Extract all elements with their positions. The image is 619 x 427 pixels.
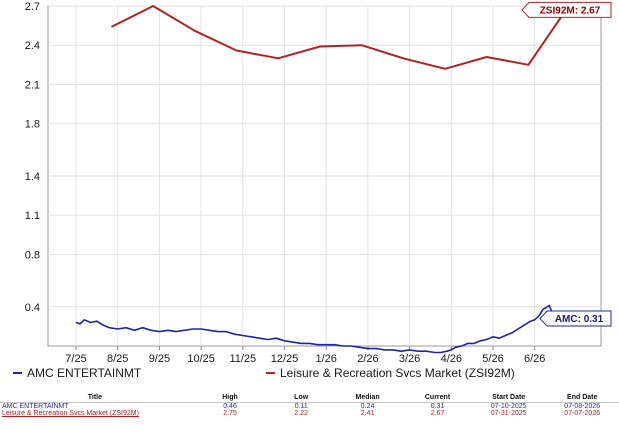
stats-header-low: Low — [270, 393, 332, 403]
series-line-zsi — [110, 5, 567, 70]
stats-cell-median: 2.41 — [360, 410, 375, 417]
stats-cell-title[interactable]: Leisure & Recreation Svcs Market (ZSI92M… — [2, 410, 139, 417]
x-tick-label: 10/25 — [187, 353, 215, 365]
callout-label-amc: AMC: 0.31 — [555, 314, 604, 325]
stats-header-row: Title High Low Median Current Start Date… — [0, 393, 619, 403]
legend-label-zsi: Leisure & Recreation Svcs Market (ZSI92M… — [280, 366, 515, 380]
stats-cell-low: 0.11 — [294, 403, 308, 410]
stats-header-median: Median — [332, 393, 404, 403]
stats-cell-end-date: 07-08-2026 — [564, 403, 601, 410]
stats-cell-end-date: 07-07-2026 — [564, 410, 601, 417]
legend: AMC ENTERTAINMT Leisure & Recreation Svc… — [13, 366, 515, 380]
callout-box-amc — [539, 310, 612, 327]
y-tick-label: 0.4 — [25, 302, 40, 314]
y-tick-label: 2.4 — [25, 40, 40, 52]
legend-item-zsi: Leisure & Recreation Svcs Market (ZSI92M… — [266, 366, 515, 380]
y-tick-label: 2.1 — [25, 79, 40, 91]
stats-row-zsi: Leisure & Recreation Svcs Market (ZSI92M… — [0, 410, 619, 417]
line-chart: 2.7 2.4 2.1 1.8 1.4 1.1 0.8 0.4 7/25 8/25 9/25 10/… — [13, 1, 612, 380]
stats-cell-title[interactable]: AMC ENTERTAINMT — [2, 403, 69, 410]
x-axis-labels: 7/25 8/25 9/25 10/25 11/25 12/25 1/26 2/26 3/26 4… — [65, 353, 545, 365]
stats-cell-median: 0.24 — [360, 403, 375, 410]
stats-cell-start-date: 07-10-2025 — [490, 403, 527, 410]
stats-cell-high: 2.75 — [223, 410, 237, 417]
callout-zsi: ZSI92M: 2.67 — [521, 1, 612, 18]
callout-label-zsi: ZSI92M: 2.67 — [540, 5, 601, 16]
stats-cell-start-date: 07-31-2025 — [490, 410, 527, 417]
x-tick-label: 7/25 — [65, 353, 86, 365]
y-gridlines — [48, 5, 601, 308]
y-tick-label: 0.8 — [25, 249, 40, 261]
x-tick-label: 3/26 — [399, 353, 420, 365]
stats-cell-current: 0.31 — [430, 403, 445, 410]
callout-box-zsi — [521, 1, 612, 18]
x-tick-label: 8/25 — [107, 353, 128, 365]
callout-amc: AMC: 0.31 — [539, 310, 612, 327]
x-tick-label: 6/26 — [524, 353, 545, 365]
series-line-amc — [75, 304, 567, 354]
x-tick-label: 4/26 — [441, 353, 462, 365]
y-tick-label: 1.1 — [25, 210, 40, 222]
y-tick-label: 1.8 — [25, 119, 40, 131]
value-callouts: AMC: 0.31 ZSI92M: 2.67 — [521, 1, 612, 327]
y-axis-labels: 2.7 2.4 2.1 1.8 1.4 1.1 0.8 0.4 — [25, 1, 40, 314]
stats-header-current: Current — [403, 393, 472, 403]
x-tick-label: 1/26 — [315, 353, 336, 365]
y-tick-label: 2.7 — [25, 1, 40, 13]
stats-table: Title High Low Median Current Start Date… — [0, 393, 619, 417]
y-tick-label: 1.4 — [25, 171, 40, 183]
stats-header-title: Title — [0, 393, 190, 403]
stats-header-high: High — [189, 393, 271, 403]
legend-label-amc: AMC ENTERTAINMT — [27, 366, 142, 380]
x-tick-label: 12/25 — [271, 353, 299, 365]
x-tick-label: 2/26 — [357, 353, 378, 365]
x-tick-label: 5/26 — [482, 353, 503, 365]
stats-header-end-date: End Date — [545, 393, 619, 403]
stats-header-start-date: Start Date — [471, 393, 546, 403]
x-tick-label: 11/25 — [229, 353, 256, 365]
stats-row-amc: AMC ENTERTAINMT 0.46 0.11 0.24 0.31 07-1… — [0, 403, 619, 410]
stats-cell-current: 2.67 — [430, 410, 445, 417]
series-lines — [75, 5, 567, 354]
legend-item-amc: AMC ENTERTAINMT — [13, 366, 142, 380]
stats-cell-high: 0.46 — [223, 403, 237, 410]
stats-cell-low: 2.22 — [294, 410, 308, 417]
x-gridlines — [75, 6, 536, 350]
x-tick-label: 9/25 — [149, 353, 170, 365]
